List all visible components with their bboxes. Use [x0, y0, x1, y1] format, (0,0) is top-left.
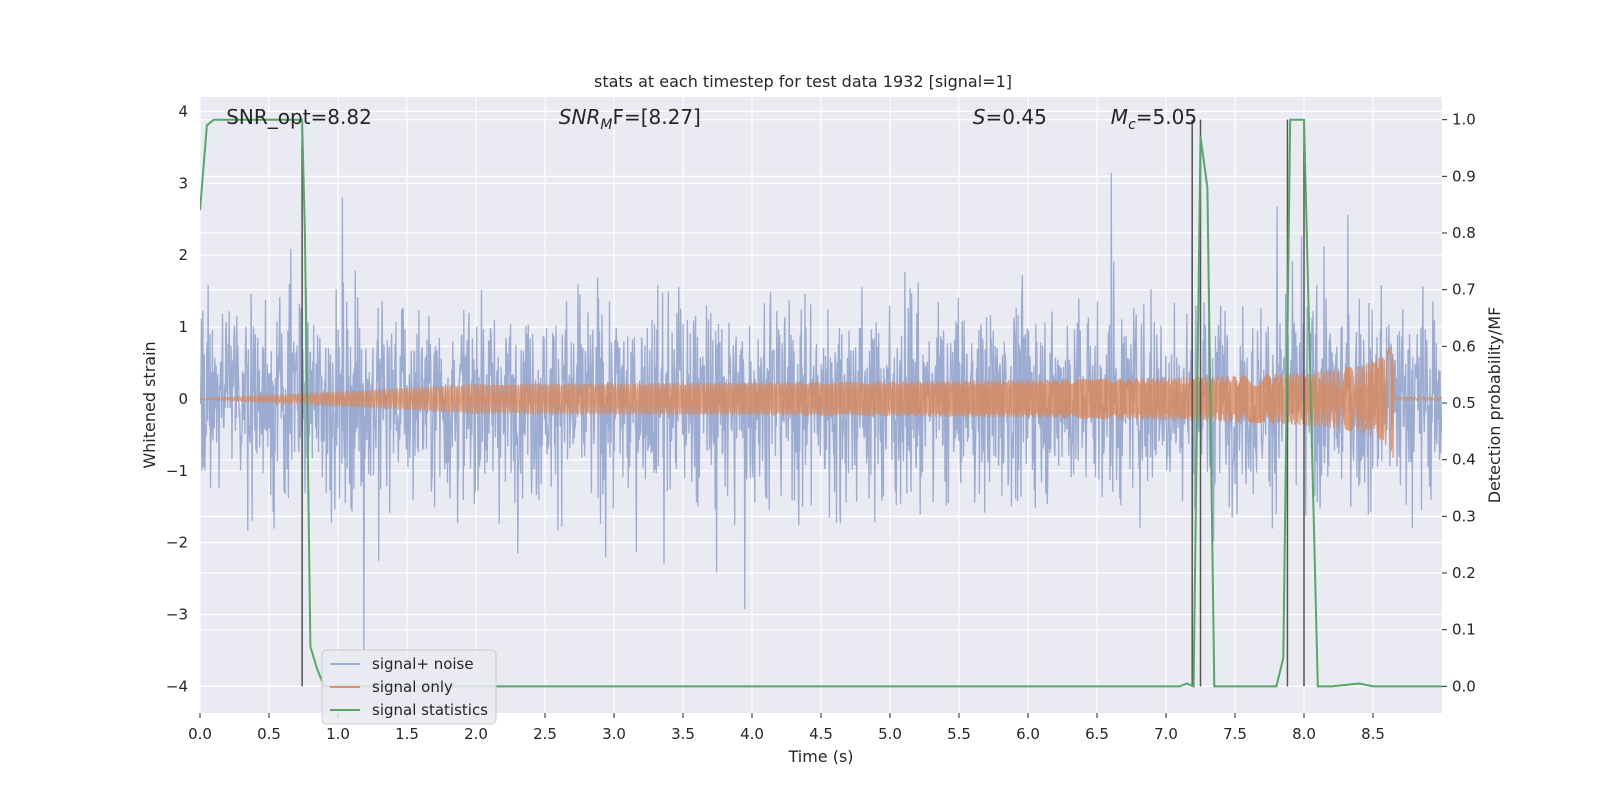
legend-label: signal+ noise: [372, 655, 474, 673]
y-right-tick-label: 1.0: [1452, 111, 1476, 129]
x-tick-label: 3.0: [602, 725, 626, 743]
x-tick-label: 3.5: [671, 725, 695, 743]
x-tick-label: 6.5: [1085, 725, 1109, 743]
x-ticks: 0.0 0.5 1.0 1.5 2.0 2.5 3.0 3.5 4.0 4.5 5.0 5.5 6.0 6…: [188, 713, 1385, 743]
signal-line: [200, 346, 1442, 458]
y-left-ticks: 4 3 2 1 0 −1 −2 −3 −4: [166, 102, 188, 695]
y-right-tick-label: 0.5: [1452, 394, 1476, 412]
x-tick-label: 0.5: [257, 725, 281, 743]
legend-box: [321, 649, 497, 725]
x-tick-label: 0.0: [188, 725, 212, 743]
y-right-tick-label: 0.9: [1452, 167, 1476, 185]
legend: signal+ noise signal only signal statistic…: [321, 649, 497, 725]
x-tick-label: 8.0: [1292, 725, 1316, 743]
x-tick-label: 8.5: [1361, 725, 1385, 743]
x-tick-label: 4.5: [809, 725, 833, 743]
y-left-tick-label: 0: [178, 390, 188, 408]
y-left-tick-label: −3: [166, 606, 188, 624]
signal-series: [200, 346, 1442, 458]
y-left-tick-label: 3: [178, 174, 188, 192]
x-tick-label: 4.0: [740, 725, 764, 743]
y-right-ticks: 1.0 0.9 0.8 0.7 0.6 0.5 0.4 0.3 0.2 0.1 0.0: [1442, 111, 1476, 695]
y-left-tick-label: 2: [178, 246, 188, 264]
y-left-tick-label: 4: [178, 102, 188, 120]
legend-label: signal statistics: [372, 701, 488, 719]
x-tick-label: 5.0: [878, 725, 902, 743]
x-tick-label: 6.0: [1016, 725, 1040, 743]
legend-label: signal only: [372, 678, 453, 696]
x-tick-label: 7.0: [1154, 725, 1178, 743]
x-tick-label: 1.0: [326, 725, 350, 743]
x-tick-label: 2.0: [464, 725, 488, 743]
x-tick-label: 5.5: [947, 725, 971, 743]
x-axis-label: Time (s): [787, 747, 853, 766]
y-right-tick-label: 0.8: [1452, 224, 1476, 242]
annotation: SNRMF=[8.27]: [559, 105, 701, 133]
annotation: Mc=5.05: [1111, 105, 1197, 133]
y-left-tick-label: 1: [178, 318, 188, 336]
y-right-tick-label: 0.3: [1452, 507, 1476, 525]
x-tick-label: 1.5: [395, 725, 419, 743]
x-tick-label: 7.5: [1223, 725, 1247, 743]
y-right-tick-label: 0.6: [1452, 337, 1476, 355]
y-left-tick-label: −4: [166, 677, 188, 695]
y-left-tick-label: −1: [166, 462, 188, 480]
chart-title: stats at each timestep for test data 193…: [594, 72, 1012, 91]
y-left-tick-label: −2: [166, 534, 188, 552]
annotation: S=0.45: [973, 105, 1047, 129]
statistics-series: [200, 118, 1442, 688]
y-right-tick-label: 0.1: [1452, 621, 1476, 639]
annotations: SNR_opt=8.82 SNRMF=[8.27] S=0.45 Mc=5.05: [226, 105, 1197, 133]
x-tick-label: 2.5: [533, 725, 557, 743]
annotation: SNR_opt=8.82: [226, 105, 372, 129]
y-axis-left-label: Whitened strain: [140, 341, 159, 468]
y-right-tick-label: 0.4: [1452, 451, 1476, 469]
y-right-tick-label: 0.0: [1452, 677, 1476, 695]
statistics-line: [200, 118, 1442, 688]
y-axis-right-label: Detection probability/MF: [1485, 307, 1504, 504]
y-right-tick-label: 0.7: [1452, 281, 1476, 299]
y-right-tick-label: 0.2: [1452, 564, 1476, 582]
